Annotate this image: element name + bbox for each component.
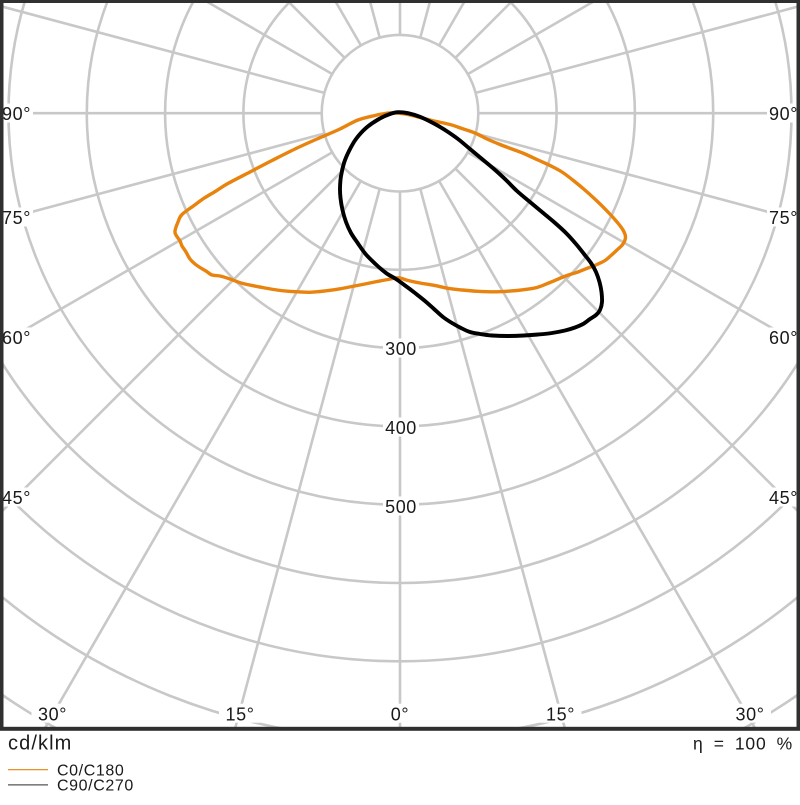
svg-text:15°: 15°: [225, 704, 254, 724]
svg-text:60°: 60°: [2, 328, 31, 348]
svg-text:75°: 75°: [2, 208, 31, 228]
svg-text:C90/C270: C90/C270: [57, 778, 134, 795]
svg-text:cd/klm: cd/klm: [8, 732, 72, 754]
svg-text:15°: 15°: [546, 704, 575, 724]
svg-text:45°: 45°: [769, 488, 798, 508]
svg-text:30°: 30°: [735, 704, 764, 724]
svg-text:30°: 30°: [38, 704, 67, 724]
svg-text:300: 300: [385, 339, 417, 359]
svg-text:η = 100 %: η = 100 %: [693, 734, 793, 754]
svg-text:90°: 90°: [2, 104, 31, 124]
svg-text:45°: 45°: [2, 488, 31, 508]
svg-text:60°: 60°: [769, 328, 798, 348]
svg-text:90°: 90°: [769, 104, 798, 124]
svg-text:75°: 75°: [769, 208, 798, 228]
svg-text:500: 500: [385, 497, 417, 517]
svg-text:400: 400: [385, 418, 417, 438]
svg-text:0°: 0°: [391, 704, 409, 724]
